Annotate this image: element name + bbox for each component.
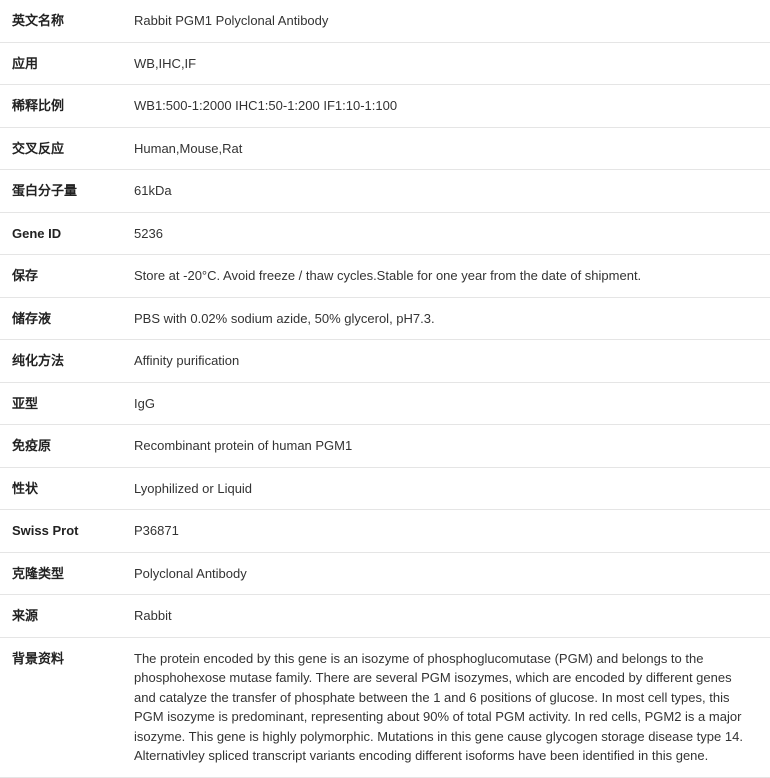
spec-value: IgG (130, 382, 770, 425)
table-row: 交叉反应Human,Mouse,Rat (0, 127, 770, 170)
spec-label: 应用 (0, 42, 130, 85)
table-row: 亚型IgG (0, 382, 770, 425)
spec-label: 背景资料 (0, 637, 130, 777)
spec-label: 蛋白分子量 (0, 170, 130, 213)
spec-label: Swiss Prot (0, 510, 130, 553)
spec-value: The protein encoded by this gene is an i… (130, 637, 770, 777)
spec-label: 来源 (0, 595, 130, 638)
table-row: 性状Lyophilized or Liquid (0, 467, 770, 510)
spec-label: 克隆类型 (0, 552, 130, 595)
table-row: 克隆类型Polyclonal Antibody (0, 552, 770, 595)
spec-value: Lyophilized or Liquid (130, 467, 770, 510)
spec-label: 储存液 (0, 297, 130, 340)
spec-label: 免疫原 (0, 425, 130, 468)
spec-value: 61kDa (130, 170, 770, 213)
spec-value: Recombinant protein of human PGM1 (130, 425, 770, 468)
spec-value: Rabbit (130, 595, 770, 638)
spec-table: 英文名称Rabbit PGM1 Polyclonal Antibody应用WB,… (0, 0, 770, 778)
table-row: 来源Rabbit (0, 595, 770, 638)
table-row: 稀释比例WB1:500-1:2000 IHC1:50-1:200 IF1:10-… (0, 85, 770, 128)
spec-value: Store at -20°C. Avoid freeze / thaw cycl… (130, 255, 770, 298)
spec-label: 英文名称 (0, 0, 130, 42)
spec-label: 性状 (0, 467, 130, 510)
table-row: 背景资料The protein encoded by this gene is … (0, 637, 770, 777)
table-row: 纯化方法Affinity purification (0, 340, 770, 383)
spec-label: Gene ID (0, 212, 130, 255)
table-row: 蛋白分子量61kDa (0, 170, 770, 213)
spec-label: 稀释比例 (0, 85, 130, 128)
table-row: 保存Store at -20°C. Avoid freeze / thaw cy… (0, 255, 770, 298)
spec-value: P36871 (130, 510, 770, 553)
spec-value: Polyclonal Antibody (130, 552, 770, 595)
spec-value: WB,IHC,IF (130, 42, 770, 85)
spec-value: WB1:500-1:2000 IHC1:50-1:200 IF1:10-1:10… (130, 85, 770, 128)
spec-table-body: 英文名称Rabbit PGM1 Polyclonal Antibody应用WB,… (0, 0, 770, 777)
spec-value: 5236 (130, 212, 770, 255)
spec-value: PBS with 0.02% sodium azide, 50% glycero… (130, 297, 770, 340)
table-row: Swiss ProtP36871 (0, 510, 770, 553)
table-row: 免疫原Recombinant protein of human PGM1 (0, 425, 770, 468)
spec-label: 纯化方法 (0, 340, 130, 383)
spec-label: 交叉反应 (0, 127, 130, 170)
spec-value: Affinity purification (130, 340, 770, 383)
spec-label: 保存 (0, 255, 130, 298)
spec-label: 亚型 (0, 382, 130, 425)
spec-value: Human,Mouse,Rat (130, 127, 770, 170)
table-row: 储存液PBS with 0.02% sodium azide, 50% glyc… (0, 297, 770, 340)
table-row: 应用WB,IHC,IF (0, 42, 770, 85)
spec-value: Rabbit PGM1 Polyclonal Antibody (130, 0, 770, 42)
table-row: Gene ID5236 (0, 212, 770, 255)
table-row: 英文名称Rabbit PGM1 Polyclonal Antibody (0, 0, 770, 42)
